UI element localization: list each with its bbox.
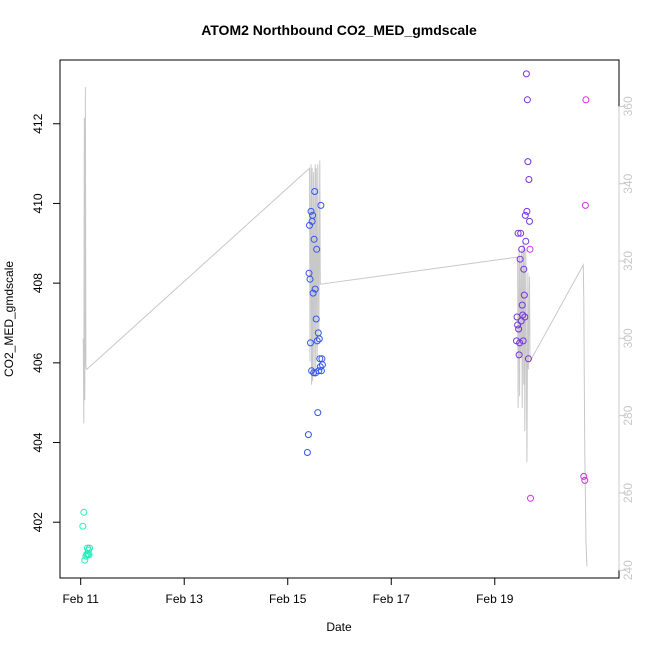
data-point: [307, 207, 315, 215]
right-y-tick-label: 300: [621, 328, 635, 348]
right-y-tick-label: 240: [621, 560, 635, 580]
data-point: [526, 245, 534, 253]
data-point: [522, 70, 530, 78]
data-point: [524, 355, 532, 363]
data-point: [311, 285, 319, 293]
data-point: [308, 367, 316, 375]
data-point: [521, 211, 529, 219]
data-point: [79, 522, 87, 530]
data-point: [523, 96, 531, 104]
data-point: [581, 201, 589, 209]
x-axis-label: Date: [326, 620, 352, 634]
right-y-tick-label: 360: [621, 96, 635, 116]
chart-title: ATOM2 Northbound CO2_MED_gmdscale: [201, 22, 477, 38]
x-tick-label: Feb 15: [269, 592, 307, 606]
data-point: [310, 235, 318, 243]
data-point: [522, 237, 530, 245]
data-point: [516, 339, 524, 347]
data-point: [85, 551, 93, 559]
right-y-axis: 240 260 280 300 320 340 360: [618, 96, 635, 580]
data-point: [519, 311, 527, 319]
y-axis-label: CO2_MED_gmdscale: [2, 261, 16, 377]
data-point: [521, 313, 529, 321]
data-point: [306, 275, 314, 283]
data-point: [525, 176, 533, 183]
data-point: [312, 315, 320, 323]
data-points-layer: [79, 70, 590, 564]
y-tick-label: 404: [31, 432, 45, 452]
data-point: [309, 289, 317, 297]
y-tick-label: 406: [31, 352, 45, 372]
data-point: [581, 476, 589, 484]
data-point: [523, 207, 531, 215]
data-point: [520, 265, 528, 273]
data-point: [313, 337, 321, 345]
y-tick-label: 402: [31, 512, 45, 532]
data-point: [303, 449, 311, 456]
data-point: [520, 291, 528, 299]
data-point: [516, 255, 524, 263]
data-point: [517, 229, 525, 237]
data-point: [514, 229, 522, 237]
data-point: [515, 325, 523, 333]
data-point: [315, 367, 323, 375]
data-point: [519, 337, 527, 345]
data-point: [304, 431, 312, 439]
y-tick-label: 408: [31, 273, 45, 293]
x-axis: Feb 11 Feb 13 Feb 15 Feb 17 Feb 19: [62, 577, 514, 606]
x-tick-label: Feb 19: [476, 592, 514, 606]
right-y-tick-label: 260: [621, 483, 635, 503]
data-point: [316, 363, 324, 371]
data-point: [317, 201, 325, 209]
data-point: [307, 339, 314, 347]
data-point: [515, 351, 523, 359]
data-point: [311, 188, 319, 195]
plot-frame: [59, 59, 620, 579]
data-point: [86, 544, 93, 552]
altitude-line-layer: [82, 87, 588, 567]
data-point: [514, 321, 522, 329]
x-tick-label: Feb 13: [166, 592, 204, 606]
x-tick-label: Feb 17: [373, 592, 411, 606]
data-point: [524, 158, 532, 166]
data-point: [582, 96, 590, 104]
y-axis: 402 404 406 408 410 412: [31, 113, 61, 532]
data-point: [527, 494, 534, 502]
data-point: [518, 245, 526, 253]
data-point: [314, 409, 322, 417]
data-point: [316, 355, 324, 363]
right-y-tick-label: 280: [621, 405, 635, 425]
data-point: [318, 361, 326, 369]
right-y-tick-label: 320: [621, 251, 635, 271]
data-point: [309, 211, 317, 219]
x-tick-label: Feb 11: [62, 592, 99, 606]
data-point: [580, 472, 588, 480]
data-point: [313, 245, 321, 253]
y-tick-label: 410: [31, 193, 45, 213]
y-tick-label: 412: [31, 113, 45, 133]
altitude-line: [82, 87, 588, 567]
data-point: [81, 556, 89, 564]
data-point: [80, 508, 88, 516]
data-point: [526, 217, 533, 225]
data-point: [315, 335, 323, 343]
right-y-tick-label: 340: [621, 173, 635, 193]
data-point: [518, 301, 526, 309]
